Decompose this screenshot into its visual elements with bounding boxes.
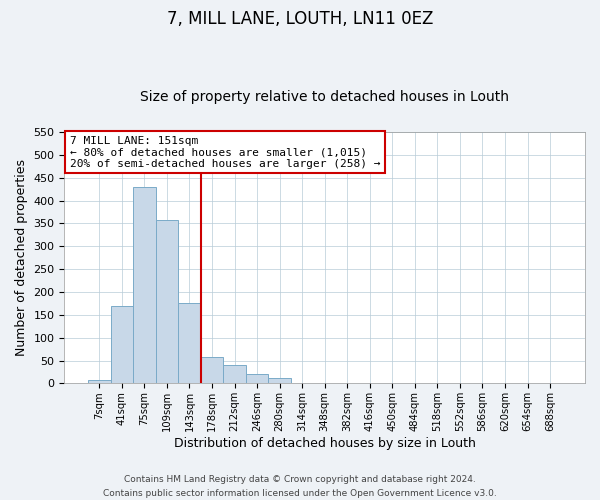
Text: Contains HM Land Registry data © Crown copyright and database right 2024.
Contai: Contains HM Land Registry data © Crown c…	[103, 476, 497, 498]
Bar	[223, 365, 246, 384]
Bar	[178, 303, 201, 384]
Y-axis label: Number of detached properties: Number of detached properties	[15, 159, 28, 356]
X-axis label: Distribution of detached houses by size in Louth: Distribution of detached houses by size …	[174, 437, 476, 450]
Bar	[201, 358, 223, 384]
Bar	[88, 380, 110, 384]
Bar	[268, 378, 291, 384]
Text: 7 MILL LANE: 151sqm
← 80% of detached houses are smaller (1,015)
20% of semi-det: 7 MILL LANE: 151sqm ← 80% of detached ho…	[70, 136, 380, 169]
Bar	[291, 382, 313, 384]
Bar	[246, 374, 268, 384]
Title: Size of property relative to detached houses in Louth: Size of property relative to detached ho…	[140, 90, 509, 104]
Bar	[155, 220, 178, 384]
Bar	[110, 306, 133, 384]
Bar	[133, 187, 155, 384]
Text: 7, MILL LANE, LOUTH, LN11 0EZ: 7, MILL LANE, LOUTH, LN11 0EZ	[167, 10, 433, 28]
